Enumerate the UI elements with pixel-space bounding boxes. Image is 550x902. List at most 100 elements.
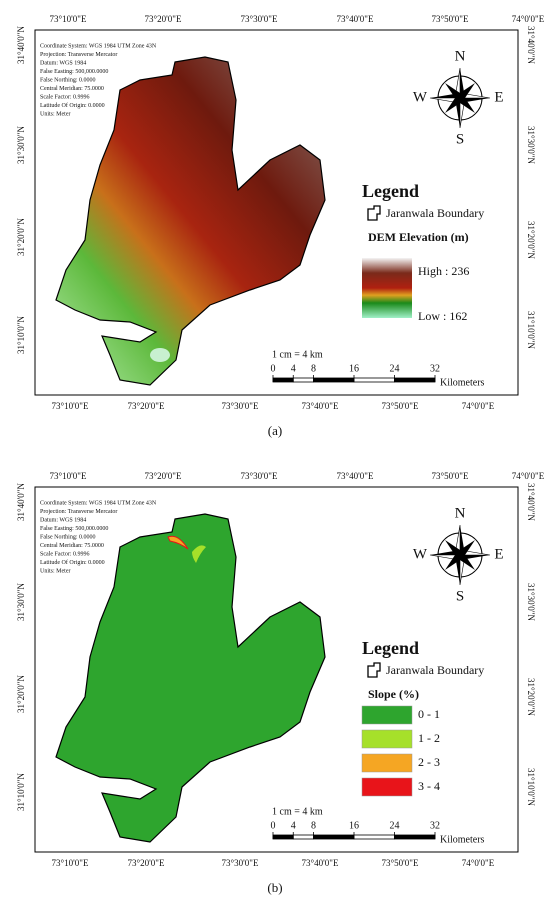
scale-label: 16 bbox=[349, 363, 359, 374]
map-info: Coordinate System: WGS 1984 UTM Zone 43N bbox=[40, 500, 157, 506]
scale-segment bbox=[292, 377, 314, 383]
lat-label: 31°30'0"N bbox=[526, 126, 536, 164]
lat-label: 31°10'0"N bbox=[526, 311, 536, 349]
map-info: Datum: WGS 1984 bbox=[40, 517, 86, 523]
lon-label: 73°40'0"E bbox=[337, 471, 374, 481]
scale-label: 4 bbox=[291, 363, 296, 374]
lon-label: 73°30'0"E bbox=[222, 858, 259, 868]
lat-label: 31°20'0"N bbox=[526, 221, 536, 259]
legend-heading: DEM Elevation (m) bbox=[368, 230, 469, 244]
legend-class: 1 - 2 bbox=[418, 731, 440, 745]
map-info: Central Meridian: 75.0000 bbox=[40, 86, 104, 92]
legend-swatch bbox=[361, 753, 413, 773]
study-area bbox=[55, 56, 326, 386]
map-info: Projection: Transverse Mercator bbox=[40, 509, 117, 515]
scale-label: 16 bbox=[349, 820, 359, 831]
legend-swatch bbox=[361, 729, 413, 749]
map-info: Units: Meter bbox=[40, 568, 71, 574]
scale-segment bbox=[272, 834, 294, 840]
legend-swatch bbox=[361, 777, 413, 797]
scale-segment bbox=[292, 834, 314, 840]
legend-swatch bbox=[361, 705, 413, 725]
scale-segment bbox=[313, 834, 355, 840]
scale-label: 0 bbox=[271, 820, 276, 831]
lon-label: 73°20'0"E bbox=[145, 471, 182, 481]
legend-title: Legend bbox=[362, 638, 419, 658]
legend-class: 3 - 4 bbox=[418, 779, 440, 793]
map-info: Latitude Of Origin: 0.0000 bbox=[40, 102, 105, 109]
lon-label: 74°0'0"E bbox=[462, 858, 495, 868]
scale-segment bbox=[313, 377, 355, 383]
slope-patch bbox=[192, 545, 206, 563]
map-info: False Northing: 0.0000 bbox=[40, 534, 96, 540]
legend-boundary: Jaranwala Boundary bbox=[386, 206, 484, 220]
compass-e: E bbox=[494, 89, 503, 105]
compass-e: E bbox=[494, 546, 503, 562]
legend-ramp bbox=[362, 258, 412, 318]
map-info: False Easting: 500,000.0000 bbox=[40, 69, 108, 75]
lat-label: 31°40'0"N bbox=[526, 26, 536, 64]
lat-label: 31°20'0"N bbox=[16, 675, 26, 713]
lon-label: 73°40'0"E bbox=[337, 14, 374, 24]
compass-w: W bbox=[413, 546, 428, 562]
legend-class: 2 - 3 bbox=[418, 755, 440, 769]
scale-ratio: 1 cm = 4 km bbox=[272, 349, 323, 360]
lat-label: 31°10'0"N bbox=[16, 316, 26, 354]
lat-label: 31°30'0"N bbox=[16, 583, 26, 621]
lon-label: 73°30'0"E bbox=[222, 401, 259, 411]
lon-label: 73°50'0"E bbox=[432, 14, 469, 24]
scale-label: 24 bbox=[390, 820, 400, 831]
legend-boundary: Jaranwala Boundary bbox=[386, 663, 484, 677]
lon-label: 73°20'0"E bbox=[128, 858, 165, 868]
scale-label: 8 bbox=[311, 363, 316, 374]
lat-label: 31°30'0"N bbox=[16, 126, 26, 164]
lon-label: 73°50'0"E bbox=[382, 858, 419, 868]
scale-segment bbox=[394, 834, 436, 840]
compass-point bbox=[445, 83, 463, 101]
map-info: Datum: WGS 1984 bbox=[40, 60, 86, 66]
lon-label: 73°10'0"E bbox=[50, 14, 87, 24]
map-panel: 73°10'0"E 73°20'0"E 73°30'0"E 73°40'0"E 73°5… bbox=[16, 14, 545, 438]
lon-label: 73°20'0"E bbox=[145, 14, 182, 24]
map-info: Coordinate System: WGS 1984 UTM Zone 43N bbox=[40, 43, 157, 49]
lon-label: 74°0'0"E bbox=[512, 471, 545, 481]
scale-ratio: 1 cm = 4 km bbox=[272, 806, 323, 817]
scale-segment bbox=[394, 377, 436, 383]
lon-label: 73°20'0"E bbox=[128, 401, 165, 411]
compass-n: N bbox=[455, 505, 466, 521]
legend-title: Legend bbox=[362, 181, 419, 201]
legend-high: High : 236 bbox=[418, 264, 469, 278]
scale-segment bbox=[272, 377, 294, 383]
map-info: Central Meridian: 75.0000 bbox=[40, 543, 104, 549]
lon-label: 73°40'0"E bbox=[302, 401, 339, 411]
lon-label: 73°40'0"E bbox=[302, 858, 339, 868]
scale-label: 8 bbox=[311, 820, 316, 831]
compass-s: S bbox=[456, 131, 464, 147]
boundary-icon bbox=[367, 205, 381, 221]
compass-w: W bbox=[413, 89, 428, 105]
slope-patch bbox=[167, 535, 189, 550]
compass-n: N bbox=[455, 48, 466, 64]
boundary-icon bbox=[367, 662, 381, 678]
lon-label: 73°30'0"E bbox=[241, 471, 278, 481]
caption: (a) bbox=[268, 423, 282, 438]
study-area bbox=[55, 513, 326, 843]
map-info: Scale Factor: 0.9996 bbox=[40, 94, 90, 100]
map-info: False Easting: 500,000.0000 bbox=[40, 526, 108, 532]
lon-label: 73°50'0"E bbox=[382, 401, 419, 411]
lat-label: 31°30'0"N bbox=[526, 583, 536, 621]
lat-label: 31°40'0"N bbox=[526, 483, 536, 521]
map-info: False Northing: 0.0000 bbox=[40, 77, 96, 83]
scale-segment bbox=[353, 377, 395, 383]
scale-label: 4 bbox=[291, 820, 296, 831]
scale-label: 0 bbox=[271, 363, 276, 374]
lon-label: 74°0'0"E bbox=[462, 401, 495, 411]
lat-label: 31°40'0"N bbox=[16, 26, 26, 64]
lon-label: 73°50'0"E bbox=[432, 471, 469, 481]
legend-class: 0 - 1 bbox=[418, 707, 440, 721]
lat-label: 31°10'0"N bbox=[526, 768, 536, 806]
lon-label: 73°10'0"E bbox=[50, 471, 87, 481]
caption: (b) bbox=[267, 880, 282, 895]
water-body bbox=[150, 348, 170, 362]
